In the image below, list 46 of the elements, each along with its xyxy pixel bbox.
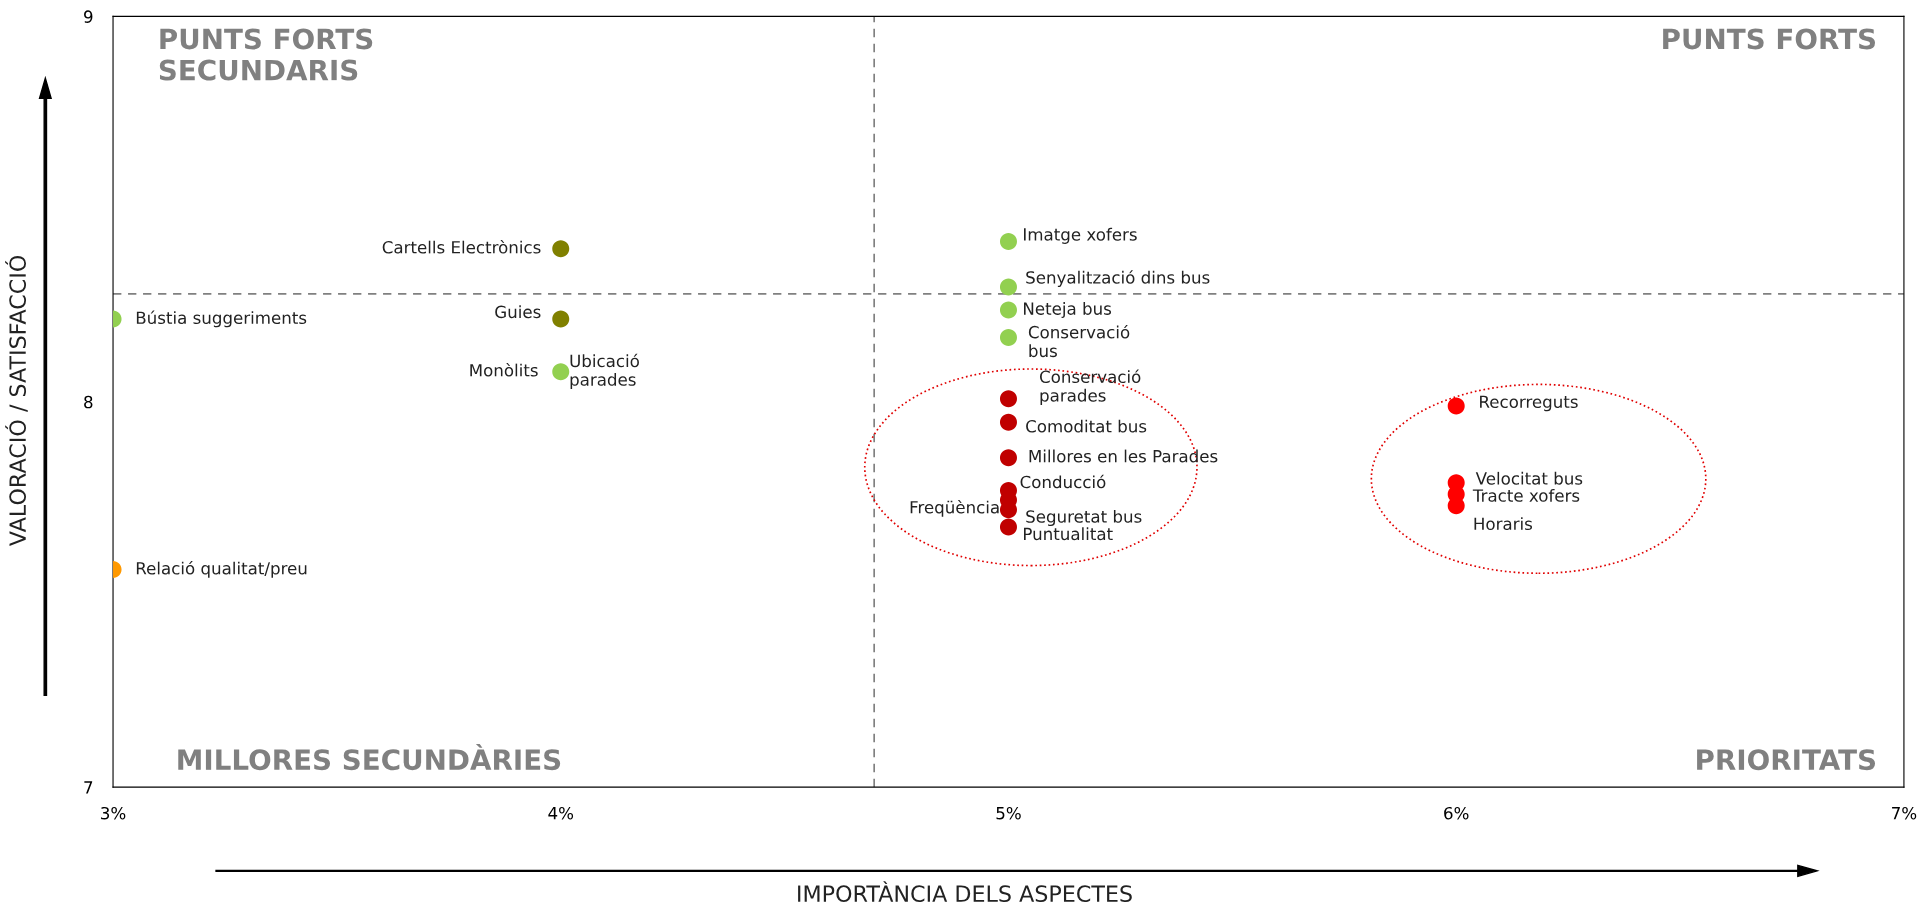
annotation: Millores en les Parades xyxy=(1029,449,1218,463)
annotation: Conducció xyxy=(1020,474,1106,489)
annotation: PUNTS FORTS SECUNDARIS xyxy=(159,28,373,81)
annotation: Tracte xofers xyxy=(1472,488,1580,502)
annotation: Monòlits xyxy=(470,362,538,377)
point xyxy=(999,413,1017,431)
annotation: Cartells Electrònics xyxy=(382,240,541,254)
annotation: Ubicació parades xyxy=(570,353,639,390)
annotation: Puntualitat xyxy=(1024,527,1113,541)
annotation: PUNTS FORTS xyxy=(1663,28,1876,50)
x-tick-label: 7% xyxy=(1892,806,1917,820)
point xyxy=(552,310,570,328)
annotation: Recorreguts xyxy=(1480,395,1578,412)
point xyxy=(999,449,1017,467)
annotation: Neteja bus xyxy=(1024,301,1112,319)
y-tick-label: 7 xyxy=(84,781,93,794)
annotation: Velocitat bus xyxy=(1475,471,1583,485)
annotation: Horaris xyxy=(1474,517,1533,531)
x-tick-label: 6% xyxy=(1444,806,1469,820)
annotation: Bústia suggeriments xyxy=(136,310,307,328)
annotation: Imatge xofers xyxy=(1024,227,1137,244)
annotation: Guies xyxy=(495,305,541,319)
annotation: Relació qualitat/preu xyxy=(136,561,307,578)
point xyxy=(552,363,570,381)
point xyxy=(999,390,1017,408)
point xyxy=(999,232,1017,250)
annotation: PRIORITATS xyxy=(1697,749,1876,771)
x-axis-title: IMPORTÀNCIA DELS ASPECTES xyxy=(798,881,1132,903)
point xyxy=(999,301,1017,319)
annotation: Seguretat bus xyxy=(1026,509,1142,527)
y-tick-label: 8 xyxy=(84,395,93,409)
x-tick-label: 3% xyxy=(101,806,126,820)
annotation: Comoditat bus xyxy=(1026,419,1147,433)
point xyxy=(552,240,570,258)
point xyxy=(999,518,1017,536)
y-axis-title: VALORACIÓ / SATISFACCIÓ xyxy=(5,255,28,546)
annotation: Senyalització dins bus xyxy=(1026,270,1210,287)
point xyxy=(999,328,1017,346)
x-tick-label: 4% xyxy=(548,806,574,820)
annotation: Freqüència xyxy=(910,499,999,517)
annotation: MILLORES SECUNDÀRIES xyxy=(178,744,561,771)
point xyxy=(999,278,1017,296)
x-tick-label: 5% xyxy=(996,806,1021,820)
annotation: Conservació bus xyxy=(1028,324,1130,358)
y-tick-label: 9 xyxy=(84,10,93,23)
point xyxy=(1447,397,1465,415)
